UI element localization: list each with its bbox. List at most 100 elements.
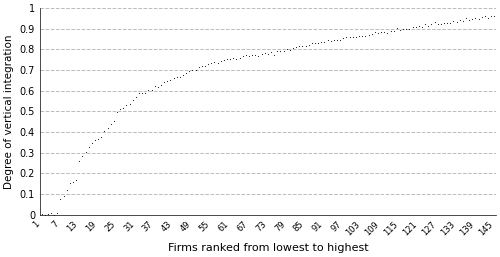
Point bbox=[261, 51, 269, 55]
Point bbox=[38, 212, 46, 216]
Point bbox=[232, 57, 240, 61]
Point bbox=[487, 14, 495, 18]
Point bbox=[406, 27, 413, 31]
Point bbox=[302, 44, 310, 48]
Point bbox=[62, 188, 70, 192]
Point bbox=[208, 61, 216, 65]
Point bbox=[305, 43, 313, 47]
Point bbox=[172, 75, 180, 79]
Point bbox=[384, 31, 392, 35]
Point bbox=[276, 49, 284, 53]
Point bbox=[223, 57, 231, 61]
Point bbox=[408, 25, 416, 29]
Point bbox=[254, 53, 262, 58]
Point bbox=[220, 58, 228, 62]
Point bbox=[72, 178, 80, 182]
Point bbox=[270, 53, 278, 57]
Point bbox=[283, 47, 291, 51]
Point bbox=[84, 145, 92, 149]
Point bbox=[122, 103, 130, 107]
Point bbox=[355, 34, 363, 38]
Point bbox=[386, 29, 394, 33]
Point bbox=[116, 107, 124, 111]
Point bbox=[54, 211, 62, 215]
Point bbox=[78, 154, 86, 159]
Point bbox=[490, 14, 498, 18]
Point bbox=[210, 60, 218, 64]
Point bbox=[94, 137, 102, 141]
Point bbox=[314, 41, 322, 45]
Point bbox=[371, 30, 379, 34]
Point bbox=[377, 30, 385, 34]
Point bbox=[289, 46, 297, 50]
Y-axis label: Degree of vertical integration: Degree of vertical integration bbox=[4, 34, 14, 189]
Point bbox=[396, 28, 404, 32]
Point bbox=[252, 53, 260, 57]
Point bbox=[412, 25, 420, 29]
Point bbox=[311, 41, 319, 45]
Point bbox=[459, 19, 467, 23]
Point bbox=[346, 35, 354, 39]
Point bbox=[421, 22, 429, 26]
Point bbox=[484, 16, 492, 20]
Point bbox=[472, 16, 480, 20]
Point bbox=[264, 52, 272, 56]
Point bbox=[104, 126, 112, 130]
Point bbox=[342, 35, 350, 40]
Point bbox=[135, 91, 143, 95]
Point bbox=[66, 181, 74, 185]
Point bbox=[176, 75, 184, 79]
Point bbox=[450, 19, 458, 23]
Point bbox=[415, 24, 423, 28]
Point bbox=[364, 33, 372, 37]
Point bbox=[428, 22, 436, 26]
Point bbox=[230, 56, 237, 60]
Point bbox=[402, 27, 410, 31]
Point bbox=[128, 98, 136, 102]
Point bbox=[236, 56, 244, 60]
Point bbox=[374, 31, 382, 35]
Point bbox=[336, 38, 344, 42]
Point bbox=[440, 21, 448, 25]
Point bbox=[204, 62, 212, 66]
Point bbox=[106, 122, 114, 126]
Point bbox=[182, 71, 190, 75]
Point bbox=[274, 49, 281, 53]
Point bbox=[390, 29, 398, 33]
Point bbox=[138, 91, 146, 95]
Point bbox=[154, 85, 162, 89]
Point bbox=[40, 213, 48, 217]
Point bbox=[434, 22, 442, 26]
Point bbox=[245, 54, 253, 58]
Point bbox=[399, 27, 407, 31]
Point bbox=[50, 213, 58, 217]
Point bbox=[226, 57, 234, 61]
Point bbox=[333, 38, 341, 42]
Point bbox=[242, 53, 250, 58]
Point bbox=[308, 41, 316, 45]
Point bbox=[144, 88, 152, 92]
Point bbox=[56, 197, 64, 201]
Point bbox=[292, 45, 300, 49]
Point bbox=[238, 54, 246, 58]
Point bbox=[468, 17, 476, 21]
Point bbox=[320, 40, 328, 44]
Point bbox=[362, 34, 370, 38]
Point bbox=[164, 78, 172, 82]
Point bbox=[201, 64, 209, 68]
Point bbox=[216, 59, 224, 63]
Point bbox=[446, 21, 454, 25]
Point bbox=[82, 150, 90, 154]
Point bbox=[465, 18, 473, 22]
Point bbox=[100, 129, 108, 133]
Point bbox=[110, 119, 118, 123]
Point bbox=[148, 88, 156, 92]
Point bbox=[69, 180, 77, 184]
Point bbox=[462, 16, 470, 21]
Point bbox=[280, 49, 287, 53]
Point bbox=[179, 73, 187, 77]
Point bbox=[88, 141, 96, 145]
Point bbox=[327, 39, 335, 43]
Point bbox=[188, 68, 196, 72]
Point bbox=[296, 43, 304, 48]
